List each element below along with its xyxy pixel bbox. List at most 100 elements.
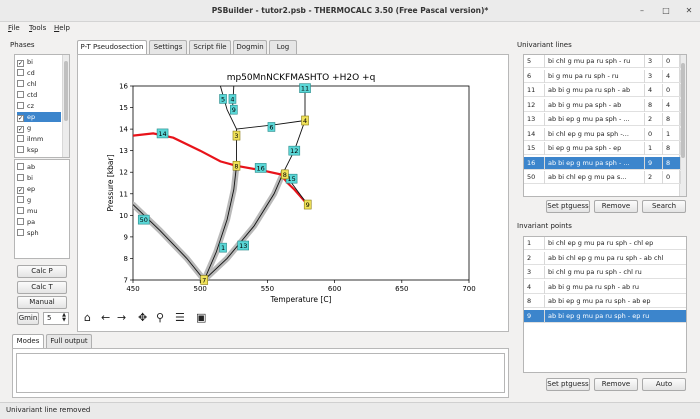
phases-list-secondary[interactable]: ab bi ✓ ep g mu pa sph	[14, 159, 70, 259]
pan-icon[interactable]: ✥	[138, 311, 148, 324]
excluded-phase-item[interactable]: g	[17, 195, 61, 205]
maximize-icon[interactable]: □	[662, 6, 670, 15]
table-row[interactable]: 16 ab bi ep g mu pa sph - ... 9 8	[524, 156, 681, 170]
tab-full-output[interactable]: Full output	[46, 334, 92, 348]
invariant-point-box[interactable]	[232, 160, 241, 171]
tab-settings[interactable]: Settings	[149, 40, 187, 54]
configure-subplots-icon[interactable]: ☰	[175, 311, 185, 324]
phase-checkbox[interactable]	[17, 196, 24, 203]
phase-item[interactable]: ✓ bi	[17, 57, 61, 67]
table-row[interactable]: 12 ab bi g mu pa sph - ab 8 4	[524, 98, 681, 112]
calc-t-button[interactable]: Calc T	[17, 281, 67, 294]
phase-item[interactable]: ilmm	[17, 134, 61, 144]
phase-checkbox[interactable]: ✓	[17, 187, 24, 194]
phase-checkbox[interactable]: ✓	[17, 126, 24, 133]
table-row[interactable]: 1 bi chl ep g mu pa ru sph - chl ep	[524, 237, 686, 250]
phases-scrollbar[interactable]	[62, 55, 69, 157]
table-row[interactable]: 50 ab bi chl ep g mu pa s... 2 0	[524, 171, 681, 184]
invariant-point-box[interactable]	[200, 275, 209, 285]
line-label-box[interactable]	[219, 242, 227, 253]
minimize-icon[interactable]: –	[640, 6, 644, 15]
table-row[interactable]: 15 bi ep g mu pa sph - ep 1 8	[524, 142, 681, 155]
phase-item[interactable]: ctd	[17, 90, 61, 100]
line-label-box[interactable]	[299, 83, 311, 93]
invariant-point-box[interactable]	[303, 199, 312, 210]
phase-checkbox[interactable]	[17, 91, 24, 98]
manual-button[interactable]: Manual	[17, 296, 67, 309]
gmin-spinbox[interactable]: 5 ▲ ▼	[43, 312, 69, 325]
tab-script-file[interactable]: Script file	[189, 40, 231, 54]
invariant-point-box[interactable]	[281, 169, 289, 180]
phase-item[interactable]: cd	[17, 68, 61, 78]
table-row[interactable]: 13 ab bi ep g mu pa sph - ... 2 8	[524, 113, 681, 126]
univariant-remove-button[interactable]: Remove	[594, 200, 638, 213]
tab-modes[interactable]: Modes	[12, 334, 44, 349]
line-label-box[interactable]	[288, 145, 301, 156]
invariant-point-box[interactable]	[301, 115, 309, 126]
univariant-set-ptguess-button[interactable]: Set ptguess	[546, 200, 590, 213]
invariant-set-ptguess-button[interactable]: Set ptguess	[546, 378, 590, 391]
phase-checkbox[interactable]	[17, 135, 24, 142]
univariant-line-1[interactable]	[203, 165, 237, 280]
line-label-box[interactable]	[219, 94, 227, 104]
forward-arrow-icon[interactable]: →	[117, 311, 127, 324]
modes-output[interactable]	[16, 353, 505, 393]
phase-checkbox[interactable]: ✓	[17, 115, 24, 122]
univariant-line-13[interactable]	[203, 172, 284, 280]
phase-item[interactable]: ✓ ep	[17, 112, 61, 122]
line-label-box[interactable]	[156, 128, 169, 139]
phase-checkbox[interactable]	[17, 146, 24, 153]
univariant-line-3[interactable]	[226, 109, 237, 166]
table-row[interactable]: 6 bi g mu pa ru sph - ru 3 4	[524, 69, 681, 83]
line-label-box[interactable]	[228, 94, 237, 104]
univariant-line-14[interactable]	[133, 132, 237, 167]
back-arrow-icon[interactable]: ←	[101, 311, 111, 324]
phase-checkbox[interactable]	[17, 207, 24, 214]
line-label-box[interactable]	[137, 214, 150, 225]
phase-item[interactable]: ksp	[17, 145, 61, 155]
close-icon[interactable]: ✕	[685, 6, 693, 15]
phase-checkbox[interactable]: ✓	[17, 60, 24, 67]
excluded-phase-item[interactable]: pa	[17, 217, 61, 227]
line-label-box[interactable]	[254, 163, 267, 173]
menu-help[interactable]: Help	[54, 24, 70, 32]
zoom-icon[interactable]: ⚲	[156, 311, 165, 324]
gmin-button[interactable]: Gmin	[17, 312, 39, 325]
table-row[interactable]: 14 bi chl ep g mu pa sph -... 0 1	[524, 127, 681, 141]
invariant-table[interactable]: 1 bi chl ep g mu pa ru sph - chl ep 2 ab bi…	[523, 236, 687, 373]
line-label-box[interactable]	[237, 240, 250, 251]
tab-log[interactable]: Log	[269, 40, 297, 54]
table-row[interactable]: 11 ab bi g mu pa ru sph - ab 4 0	[524, 84, 681, 97]
invariant-point-box[interactable]	[232, 130, 241, 141]
excluded-phase-item[interactable]: ab	[17, 162, 61, 172]
spin-arrows-icon[interactable]: ▲ ▼	[62, 312, 66, 323]
table-row[interactable]: 2 ab bi chl ep g mu pa ru sph - ab chl	[524, 251, 686, 265]
tab-pt-pseudosection[interactable]: P-T Pseudosection	[77, 40, 147, 55]
menu-file[interactable]: File	[8, 24, 20, 32]
invariant-remove-button[interactable]: Remove	[594, 378, 638, 391]
table-row[interactable]: 9 ab bi ep g mu pa ru sph - ep ru	[524, 309, 686, 323]
table-row[interactable]: 5 bi chl g mu pa ru sph - ru 3 0	[524, 55, 681, 68]
phase-item[interactable]: chl	[17, 79, 61, 89]
table-row[interactable]: 4 ab bi g mu pa ru sph - ab ru	[524, 280, 686, 294]
excluded-phase-item[interactable]: mu	[17, 206, 61, 216]
save-figure-icon[interactable]: ▣	[196, 311, 207, 324]
phases-list-primary[interactable]: ✓ bi cd chl ctd cz ✓ ep ✓ g ilmm ksp	[14, 54, 70, 158]
phase-checkbox[interactable]	[17, 174, 24, 181]
table-row[interactable]: 3 bi chl g mu pa ru sph - chl ru	[524, 266, 686, 279]
excluded-phase-item[interactable]: bi	[17, 173, 61, 183]
calc-p-button[interactable]: Calc P	[17, 265, 67, 278]
table-row[interactable]: 8 ab bi ep g mu pa ru sph - ab ep	[524, 295, 686, 308]
excluded-phase-item[interactable]: sph	[17, 228, 61, 238]
line-label-box[interactable]	[267, 122, 276, 132]
phase-checkbox[interactable]	[17, 163, 24, 170]
invariant-auto-button[interactable]: Auto	[642, 378, 686, 391]
excluded-phase-item[interactable]: ✓ ep	[17, 184, 61, 194]
tab-dogmin[interactable]: Dogmin	[233, 40, 267, 54]
menu-tools[interactable]: Tools	[29, 24, 47, 32]
phase-item[interactable]: cz	[17, 101, 61, 111]
phase-checkbox[interactable]	[17, 229, 24, 236]
phase-checkbox[interactable]	[17, 80, 24, 87]
phase-checkbox[interactable]	[17, 102, 24, 109]
line-label-box[interactable]	[230, 104, 238, 115]
